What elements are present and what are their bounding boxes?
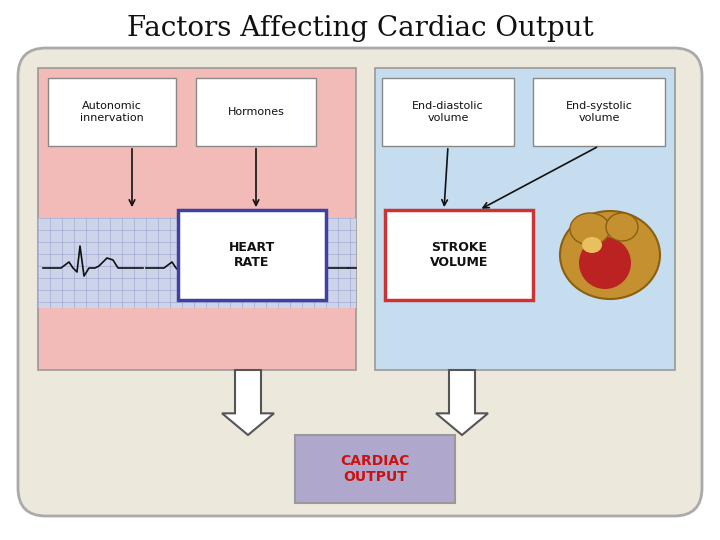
Text: Factors Affecting Cardiac Output: Factors Affecting Cardiac Output xyxy=(127,15,593,42)
FancyBboxPatch shape xyxy=(385,210,533,300)
FancyBboxPatch shape xyxy=(38,218,356,308)
FancyBboxPatch shape xyxy=(382,78,514,146)
FancyBboxPatch shape xyxy=(375,68,675,370)
Polygon shape xyxy=(222,370,274,435)
FancyBboxPatch shape xyxy=(38,68,356,370)
Text: HEART
RATE: HEART RATE xyxy=(229,241,275,269)
Ellipse shape xyxy=(570,213,610,245)
Polygon shape xyxy=(436,370,488,435)
Text: STROKE
VOLUME: STROKE VOLUME xyxy=(430,241,488,269)
Ellipse shape xyxy=(582,237,602,253)
Ellipse shape xyxy=(579,237,631,289)
Ellipse shape xyxy=(606,213,638,241)
Text: CARDIAC
OUTPUT: CARDIAC OUTPUT xyxy=(341,454,410,484)
Text: Autonomic
innervation: Autonomic innervation xyxy=(80,101,144,123)
Text: End-systolic
volume: End-systolic volume xyxy=(566,101,632,123)
FancyBboxPatch shape xyxy=(295,435,455,503)
Text: End-diastolic
volume: End-diastolic volume xyxy=(412,101,484,123)
FancyBboxPatch shape xyxy=(533,78,665,146)
FancyBboxPatch shape xyxy=(196,78,316,146)
FancyBboxPatch shape xyxy=(178,210,326,300)
Text: Hormones: Hormones xyxy=(228,107,284,117)
FancyBboxPatch shape xyxy=(48,78,176,146)
Ellipse shape xyxy=(560,211,660,299)
FancyBboxPatch shape xyxy=(18,48,702,516)
